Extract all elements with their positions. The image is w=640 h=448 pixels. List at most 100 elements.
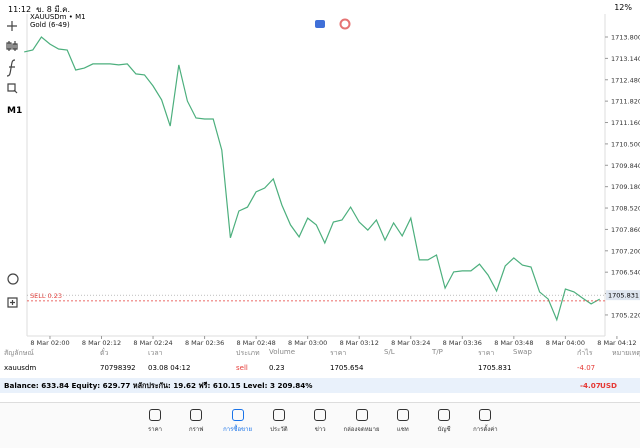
crosshair-tool[interactable] [7, 21, 17, 31]
chart: M1 XAUUSDm • M1 Gold (6-49) 1713.800 1713… [6, 13, 640, 347]
function-tool[interactable] [6, 59, 16, 77]
x-tick-label: 8 Mar 03:00 [288, 339, 327, 347]
nav-icon [190, 409, 203, 421]
one-click-button[interactable] [315, 20, 325, 28]
nav-item[interactable]: ข่าว [300, 409, 340, 434]
nav-item[interactable]: ประวัติ [259, 409, 299, 434]
nav-label: กล่องจดหมาย [343, 426, 380, 433]
balance-text: Balance: 633.84 Equity: 629.77 หลักประกั… [4, 381, 313, 390]
y-tick-label: 1705.220 [611, 311, 640, 319]
y-tick-label: 1711.160 [611, 119, 640, 127]
nav-label: กราฟ [189, 426, 204, 433]
x-tick-label: 8 Mar 03:12 [340, 339, 379, 347]
x-tick-label: 8 Mar 02:00 [30, 339, 69, 347]
y-tick-label: 1713.800 [611, 34, 640, 42]
price-line [24, 36, 600, 322]
table-cell: 03.08 04:12 [148, 364, 191, 372]
currency: USD [600, 381, 617, 390]
bid-label: 1705.831 [608, 292, 639, 300]
table-cell: -4.07 [577, 364, 596, 372]
nav-label: บัญชี [437, 426, 451, 433]
new-order[interactable] [7, 297, 18, 308]
nav-label: แชท [396, 426, 409, 433]
x-tick-label: 8 Mar 02:48 [236, 339, 275, 347]
nav-label: การซื้อขาย [223, 426, 253, 433]
column-header: เวลา [148, 349, 163, 357]
y-tick-label: 1708.520 [611, 205, 640, 213]
y-tick-label: 1707.860 [611, 226, 640, 234]
nav-item[interactable]: การซื้อขาย [218, 409, 258, 434]
x-tick-label: 8 Mar 02:12 [82, 339, 121, 347]
column-header: Volume [269, 348, 296, 356]
y-tick-label: 1713.140 [611, 55, 640, 63]
y-tick-label: 1707.200 [611, 247, 640, 255]
nav-item[interactable]: กล่องจดหมาย [342, 409, 382, 434]
nav-icon [396, 409, 409, 421]
balance-bar: Balance: 633.84 Equity: 629.77 หลักประกั… [0, 378, 640, 393]
order-line-label: SELL 0.23 [30, 292, 62, 300]
x-tick-label: 8 Mar 03:48 [494, 339, 533, 347]
bid-box [606, 290, 640, 301]
y-tick-label: 1709.180 [611, 183, 640, 191]
table-header: สัญลักษณ์ ตั๋ว เวลา ประเภท Volume ราคา S/L T/P ร… [0, 348, 640, 358]
column-header: ตั๋ว [100, 349, 109, 357]
nav-item[interactable]: การตั้งค่า [465, 409, 505, 434]
refresh-button[interactable] [339, 18, 351, 30]
nav-icon [314, 409, 327, 421]
table-cell: 1705.654 [330, 364, 364, 372]
x-tick-label: 8 Mar 03:24 [391, 339, 430, 347]
date: ข. 8 มี.ค. [36, 5, 71, 14]
toolbar[interactable] [6, 21, 19, 308]
y-tick-label: 1712.480 [611, 76, 640, 84]
x-tick-label: 8 Mar 02:36 [185, 339, 224, 347]
column-header: ประเภท [236, 349, 260, 357]
table-cell: 0.23 [269, 364, 285, 372]
zoom-tool[interactable] [7, 273, 19, 285]
nav-icon [272, 409, 285, 421]
table-row[interactable]: xauusdm 70798392 03.08 04:12 sell 0.23 1705.6… [0, 364, 640, 374]
nav-item[interactable]: แชท [383, 409, 423, 434]
nav-item[interactable]: กราฟ [176, 409, 216, 434]
column-header: Swap [513, 348, 532, 356]
table-cell: 70798392 [100, 364, 136, 372]
bottom-nav: ราคา กราฟ การซื้อขาย ประวัติ ข่าว กล่องจดหมาย… [0, 402, 640, 448]
nav-icon [231, 409, 244, 421]
total-profit: -4.07 [580, 381, 601, 390]
column-header: ราคา [330, 349, 347, 357]
y-tick-label: 1710.500 [611, 140, 640, 148]
battery: 12% [614, 3, 632, 12]
x-tick-label: 8 Mar 04:00 [546, 339, 585, 347]
nav-label: การตั้งค่า [473, 426, 498, 433]
column-header: T/P [432, 348, 443, 356]
nav-label: ประวัติ [270, 426, 288, 433]
nav-icon [479, 409, 492, 421]
x-tick-label: 8 Mar 03:36 [443, 339, 482, 347]
column-header: กำไร [577, 349, 593, 357]
nav-label: ราคา [148, 426, 162, 433]
y-tick-label: 1709.840 [611, 162, 640, 170]
objects-tool[interactable] [7, 83, 18, 94]
nav-icon [355, 409, 368, 421]
y-tick-label: 1706.540 [611, 269, 640, 277]
nav-item[interactable]: ราคา [135, 409, 175, 434]
nav-label: ข่าว [314, 426, 326, 433]
indicator-tool[interactable] [6, 41, 18, 51]
column-header: สัญลักษณ์ [4, 349, 34, 357]
x-tick-label: 8 Mar 04:12 [597, 339, 636, 347]
column-header: S/L [384, 348, 395, 356]
chart-title: XAUUSDm • M1 [30, 13, 86, 21]
status-bar: 11:12 ข. 8 มี.ค. [8, 3, 70, 16]
timeframe[interactable]: M1 [7, 106, 22, 116]
column-header: หมายเหตุ [612, 349, 640, 357]
table-cell: xauusdm [4, 364, 37, 372]
clock: 11:12 [8, 5, 32, 14]
nav-icon [438, 409, 451, 421]
chart-subtitle: Gold (6-49) [30, 21, 70, 29]
nav-icon [149, 409, 161, 421]
table-cell: sell [236, 364, 248, 372]
column-header: ราคา [478, 349, 495, 357]
nav-item[interactable]: บัญชี [424, 409, 464, 434]
table-cell: 1705.831 [478, 364, 512, 372]
x-tick-label: 8 Mar 02:24 [133, 339, 172, 347]
